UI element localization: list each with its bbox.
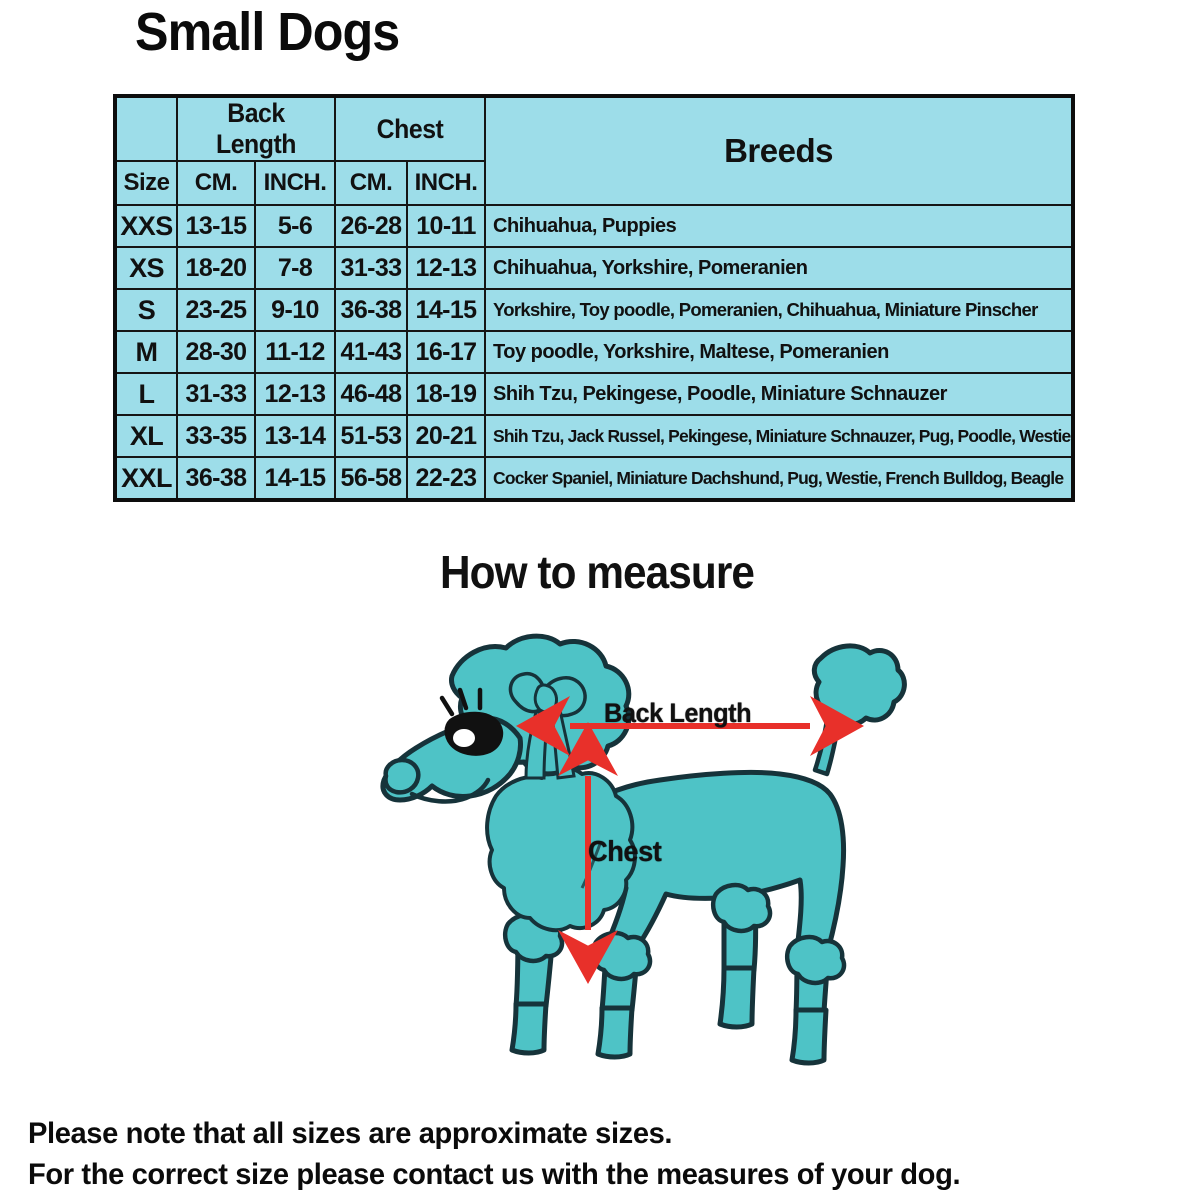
poodle-cuff-front-far [591,930,653,982]
cell-breeds: Toy poodle, Yorkshire, Maltese, Pomerani… [484,330,1074,374]
cell-chest-inch: 14-15 [405,288,487,332]
table-row: XS 18-20 7-8 31-33 12-13 Chihuahua, York… [114,246,1074,290]
cell-size: XXL [114,456,178,501]
header-back-length-inch: INCH. [254,160,336,206]
poodle-eye-highlight [453,729,475,747]
poodle-paw-4 [789,1007,829,1066]
cell-size: S [114,288,178,332]
cell-size: L [114,372,178,416]
back-length-label: Back Length [604,698,752,728]
cell-back-cm: 36-38 [176,456,256,501]
poodle-paw-3 [717,965,757,1030]
header-back-length-cm: CM. [176,160,256,206]
cell-back-inch: 11-12 [254,330,336,374]
poodle-paw-1 [509,1001,549,1056]
footer-line-2: For the correct size please contact us w… [28,1158,961,1192]
cell-breeds: Chihuahua, Puppies [484,204,1074,248]
cell-chest-cm: 56-58 [334,456,408,501]
footer-line-1: Please note that all sizes are approxima… [28,1117,673,1150]
header-chest-cm: CM. [334,160,408,206]
cell-back-cm: 31-33 [176,372,256,416]
cell-size: M [114,330,178,374]
cell-chest-inch: 22-23 [405,456,487,501]
cell-back-cm: 23-25 [176,288,256,332]
cell-chest-inch: 20-21 [405,414,487,458]
cell-chest-cm: 51-53 [334,414,408,458]
cell-chest-cm: 36-38 [334,288,408,332]
poodle-paw-2 [595,1005,635,1060]
size-chart-table-container: Back Length Chest Breeds Size CM. INCH. … [113,94,1075,502]
page-title: Small Dogs [135,2,400,62]
cell-back-inch: 7-8 [254,246,336,290]
cell-back-inch: 12-13 [254,372,336,416]
cell-size: XS [114,246,178,290]
cell-back-cm: 28-30 [176,330,256,374]
poodle-cuff-rear-near [711,882,773,934]
cell-breeds: Cocker Spaniel, Miniature Dachshund, Pug… [484,456,1074,501]
table-row: XXS 13-15 5-6 26-28 10-11 Chihuahua, Pup… [114,204,1074,248]
poodle-cuff-rear-far [785,934,847,986]
cell-back-inch: 14-15 [254,456,336,501]
poodle-eyelashes [439,687,483,717]
cell-back-inch: 13-14 [254,414,336,458]
poodle-measurement-diagram [300,598,920,1088]
cell-breeds: Shih Tzu, Jack Russel, Pekingese, Miniat… [484,414,1074,458]
poodle-tail-stem [812,711,843,777]
cell-back-inch: 9-10 [254,288,336,332]
table-row: L 31-33 12-13 46-48 18-19 Shih Tzu, Peki… [114,372,1074,416]
poodle-mouth [409,777,491,804]
table-header-row-groups: Back Length Chest Breeds [115,95,1074,206]
cell-breeds: Yorkshire, Toy poodle, Pomeranien, Chihu… [484,288,1074,332]
cell-chest-cm: 26-28 [334,204,408,248]
cell-size: XXS [114,204,178,248]
header-back-length: Back Length [182,95,330,162]
table-row: XL 33-35 13-14 51-53 20-21 Shih Tzu, Jac… [114,414,1074,458]
cell-chest-cm: 46-48 [334,372,408,416]
cell-breeds: Shih Tzu, Pekingese, Poodle, Miniature S… [484,372,1074,416]
cell-chest-inch: 16-17 [405,330,487,374]
table-body: XXS 13-15 5-6 26-28 10-11 Chihuahua, Pup… [114,204,1074,501]
cell-breeds: Chihuahua, Yorkshire, Pomeranien [484,246,1074,290]
size-chart-table: Back Length Chest Breeds Size CM. INCH. … [113,94,1075,502]
cell-chest-cm: 31-33 [334,246,408,290]
chest-label: Chest [588,836,662,868]
footer-note: Please note that all sizes are approxima… [28,1113,1153,1196]
table-row: S 23-25 9-10 36-38 14-15 Yorkshire, Toy … [114,288,1074,332]
table-row: M 28-30 11-12 41-43 16-17 Toy poodle, Yo… [114,330,1074,374]
cell-chest-cm: 41-43 [334,330,408,374]
cell-back-inch: 5-6 [254,204,336,248]
poodle-eye [444,711,504,756]
poodle-nose [383,757,421,795]
cell-chest-inch: 10-11 [405,204,487,248]
header-breeds: Breeds [484,95,1074,206]
cell-size: XL [114,414,178,458]
cell-chest-inch: 12-13 [405,246,487,290]
table-header-row-units: Size CM. INCH. CM. INCH. [114,160,1073,206]
table-header: Back Length Chest Breeds Size CM. INCH. … [114,95,1074,206]
cell-back-cm: 13-15 [176,204,256,248]
header-chest-inch: INCH. [405,160,487,206]
header-size: Size [114,160,178,206]
cell-chest-inch: 18-19 [405,372,487,416]
poodle-bow-knot [533,683,558,714]
header-blank-cell [116,95,176,162]
cell-back-cm: 33-35 [176,414,256,458]
cell-back-cm: 18-20 [176,246,256,290]
how-to-measure-heading: How to measure [440,546,755,598]
header-chest: Chest [340,95,480,162]
table-row: XXL 36-38 14-15 56-58 22-23 Cocker Spani… [114,456,1074,501]
